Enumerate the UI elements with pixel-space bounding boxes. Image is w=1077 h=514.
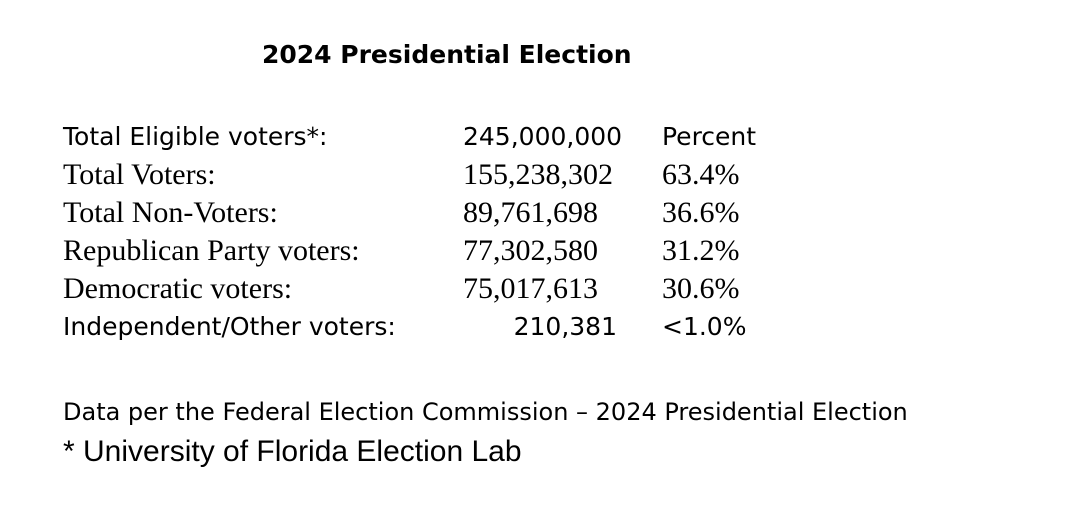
table-row: Independent/Other voters: 210,381 <1.0% bbox=[63, 308, 823, 346]
footnote: * University of Florida Election Lab bbox=[63, 435, 522, 468]
table-header-row: Total Eligible voters*: 245,000,000 Perc… bbox=[63, 118, 823, 156]
table-row: Republican Party voters: 77,302,580 31.2… bbox=[63, 232, 823, 270]
row-label: Total Non-Voters: bbox=[63, 196, 278, 229]
source-note: Data per the Federal Election Commission… bbox=[63, 398, 908, 426]
row-percent: 30.6% bbox=[662, 272, 740, 305]
row-label: Republican Party voters: bbox=[63, 234, 360, 267]
row-value: 77,302,580 bbox=[463, 234, 598, 267]
table-row: Total Voters: 155,238,302 63.4% bbox=[63, 156, 823, 194]
row-label: Democratic voters: bbox=[63, 272, 293, 305]
row-label: Independent/Other voters: bbox=[63, 312, 396, 341]
table-row: Democratic voters: 75,017,613 30.6% bbox=[63, 270, 823, 308]
row-label: Total Voters: bbox=[63, 158, 216, 191]
page-title: 2024 Presidential Election bbox=[262, 40, 632, 69]
eligible-voters-value: 245,000,000 bbox=[463, 122, 623, 151]
row-percent: <1.0% bbox=[662, 312, 747, 341]
row-percent: 31.2% bbox=[662, 234, 740, 267]
row-value: 89,761,698 bbox=[463, 196, 598, 229]
eligible-voters-label: Total Eligible voters*: bbox=[63, 122, 328, 151]
table-row: Total Non-Voters: 89,761,698 36.6% bbox=[63, 194, 823, 232]
percent-column-header: Percent bbox=[662, 122, 757, 151]
row-percent: 63.4% bbox=[662, 158, 740, 191]
row-value: 210,381 bbox=[513, 312, 617, 341]
row-value: 155,238,302 bbox=[463, 158, 613, 191]
row-percent: 36.6% bbox=[662, 196, 740, 229]
row-value: 75,017,613 bbox=[463, 272, 598, 305]
